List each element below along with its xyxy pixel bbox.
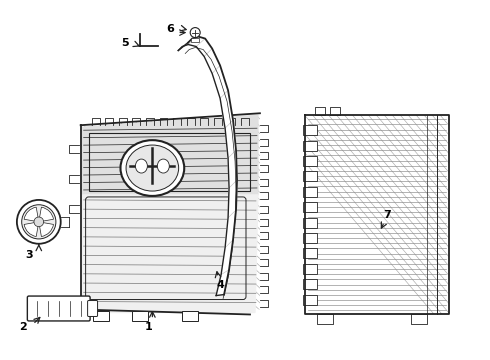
Bar [303,264,317,274]
Ellipse shape [121,140,184,196]
Text: 4: 4 [216,280,224,289]
Bar [191,37,199,41]
Text: 1: 1 [145,323,152,332]
Bar [182,311,198,321]
Bar [303,156,317,166]
Polygon shape [83,115,258,195]
Bar [303,233,317,243]
Ellipse shape [135,159,147,173]
FancyBboxPatch shape [27,296,90,321]
Bar [89,133,250,191]
Circle shape [34,217,44,227]
Polygon shape [83,195,258,312]
Bar [303,294,317,305]
Wedge shape [24,207,39,222]
Polygon shape [305,115,449,315]
Wedge shape [24,222,39,237]
Bar [303,217,317,228]
Bar [303,125,317,135]
Wedge shape [39,207,53,222]
FancyBboxPatch shape [88,301,98,316]
Bar [303,187,317,197]
Bar [303,141,317,150]
Ellipse shape [126,145,179,191]
Circle shape [22,205,56,239]
Wedge shape [39,222,53,237]
Polygon shape [81,115,260,310]
Text: 6: 6 [166,24,174,33]
Text: 2: 2 [19,323,27,332]
Circle shape [17,200,61,244]
Bar [303,279,317,289]
Ellipse shape [157,159,169,173]
Circle shape [190,28,200,37]
Bar [303,248,317,258]
Bar [303,202,317,212]
Bar [303,171,317,181]
Polygon shape [178,37,237,296]
Text: 7: 7 [384,210,392,220]
Bar [132,311,148,321]
Bar [93,311,108,321]
Text: 5: 5 [122,37,129,48]
Text: 3: 3 [25,250,33,260]
